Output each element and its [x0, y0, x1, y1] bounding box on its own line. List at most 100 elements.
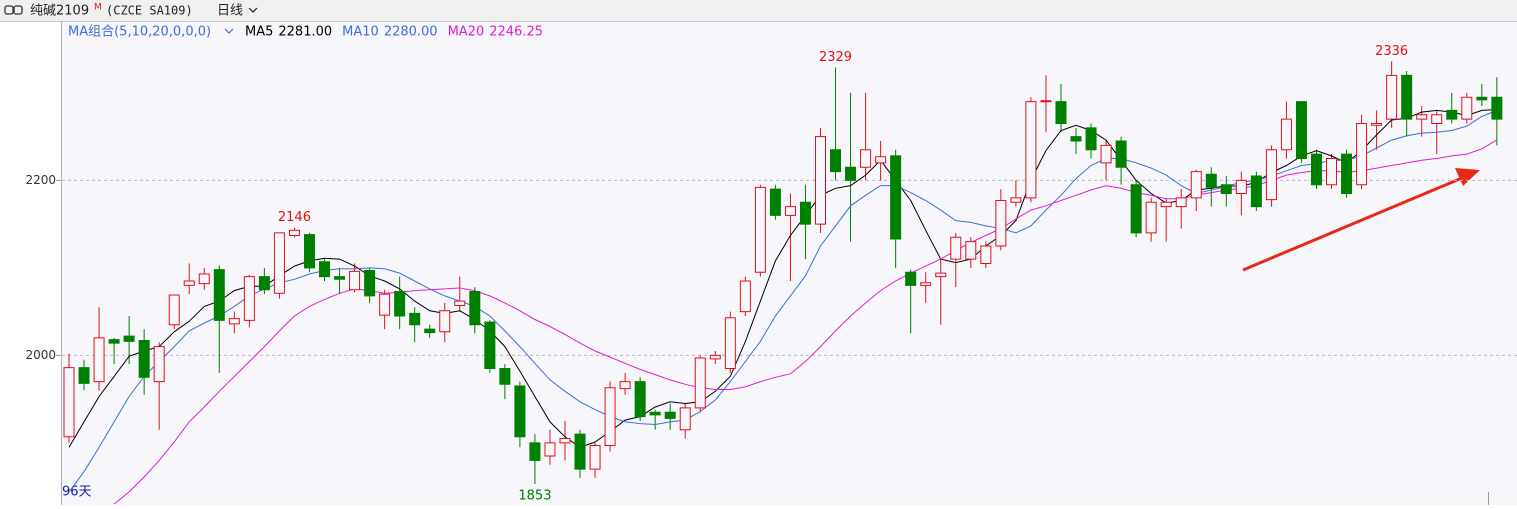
candle-body	[1326, 158, 1338, 186]
candle-body	[830, 149, 842, 173]
candle-body	[1446, 109, 1458, 120]
ma-dropdown[interactable]	[224, 28, 234, 34]
candle-body	[694, 357, 706, 409]
period[interactable]: 日线	[217, 4, 243, 19]
candle-body	[784, 206, 796, 216]
candle-body	[1401, 74, 1413, 120]
candle-body	[1190, 171, 1202, 199]
contract-code: (CZCE SA109)	[106, 4, 193, 18]
candle-body	[1371, 123, 1383, 126]
legend-name: MA20	[448, 25, 485, 40]
candle-body	[1115, 140, 1127, 168]
candle-body	[1386, 74, 1398, 120]
legend-value: 2280.00	[384, 25, 438, 40]
candle-body	[544, 442, 556, 457]
candle-body	[1295, 101, 1307, 159]
candle-body	[484, 321, 496, 369]
y-tick-label: 2200	[25, 173, 56, 187]
candle-body	[709, 354, 721, 360]
candle-body	[980, 245, 992, 264]
candle-body	[574, 433, 586, 470]
candle-body	[1250, 175, 1262, 208]
y-tick-label: 2000	[25, 348, 56, 362]
candle-body	[875, 156, 887, 164]
candle-body	[1010, 197, 1022, 203]
candle-body	[965, 241, 977, 260]
candle-body	[138, 340, 150, 378]
candle-body	[1356, 123, 1368, 186]
candle-body	[258, 276, 270, 291]
candle-body	[123, 335, 135, 342]
candle-body	[1310, 153, 1322, 186]
candle-body	[1431, 114, 1443, 124]
candle-body	[649, 411, 661, 416]
day-count: 96天	[62, 485, 92, 500]
legend-name: MA10	[342, 25, 379, 40]
link-icon[interactable]	[4, 5, 23, 15]
candle-body	[78, 367, 90, 384]
candle-body	[739, 280, 751, 313]
candle-body	[319, 261, 331, 278]
candle-body	[589, 445, 601, 470]
title-sup: M	[94, 3, 102, 13]
candle-body	[1461, 96, 1473, 120]
candle-body	[799, 201, 811, 225]
candle-body	[1220, 184, 1232, 194]
candle-body	[1100, 144, 1112, 164]
candle-body	[1040, 100, 1052, 103]
candle-body	[1491, 96, 1503, 120]
ma-selector[interactable]: MA组合(5,10,20,0,0,0)	[68, 25, 211, 40]
header-bar	[0, 0, 1517, 22]
candle-body	[454, 300, 466, 306]
candle-body	[679, 407, 691, 431]
candle-body	[1070, 136, 1082, 142]
candle-body	[168, 294, 180, 326]
trend-arrow	[1242, 168, 1480, 272]
candle-body	[303, 234, 315, 269]
extreme-label: 2336	[1375, 44, 1408, 59]
candle-body	[950, 236, 962, 260]
candle-body	[153, 346, 165, 383]
candle-body	[935, 272, 947, 278]
candle-body	[198, 273, 210, 285]
candle-body	[905, 271, 917, 286]
candle-body	[1160, 201, 1172, 208]
candle-body	[664, 411, 676, 419]
candle-body	[845, 166, 857, 181]
candle-body	[499, 368, 511, 385]
candle-body	[243, 276, 255, 321]
candle-body	[63, 367, 75, 438]
candle-body	[183, 280, 195, 286]
candle-body	[1341, 153, 1353, 194]
candle-body	[213, 269, 225, 321]
extreme-label: 2329	[819, 50, 852, 65]
candle-body	[514, 385, 526, 438]
candle-body	[379, 293, 391, 316]
candle-body	[439, 310, 451, 333]
candle-body	[394, 291, 406, 317]
candle-body	[754, 186, 766, 273]
candle-body	[1476, 96, 1488, 101]
period-dropdown[interactable]	[248, 7, 258, 13]
candle-body	[995, 200, 1007, 247]
candle-body	[469, 291, 481, 326]
candle-body	[724, 317, 736, 369]
legend-value: 2281.00	[278, 25, 332, 40]
candle-body	[334, 276, 346, 280]
candle-body	[288, 229, 300, 236]
candle-body	[349, 270, 361, 291]
candle-body	[619, 381, 631, 390]
candle-body	[1235, 179, 1247, 194]
candle-body	[1085, 127, 1097, 151]
candle-body	[890, 155, 902, 240]
candle-body	[1265, 149, 1277, 201]
candle-body	[1175, 197, 1187, 208]
candle-body	[364, 270, 376, 297]
candle-body	[273, 232, 285, 294]
candle-body	[559, 438, 571, 444]
candle-body	[1205, 173, 1217, 188]
candle-body	[1025, 101, 1037, 199]
candle-body	[1416, 114, 1428, 120]
